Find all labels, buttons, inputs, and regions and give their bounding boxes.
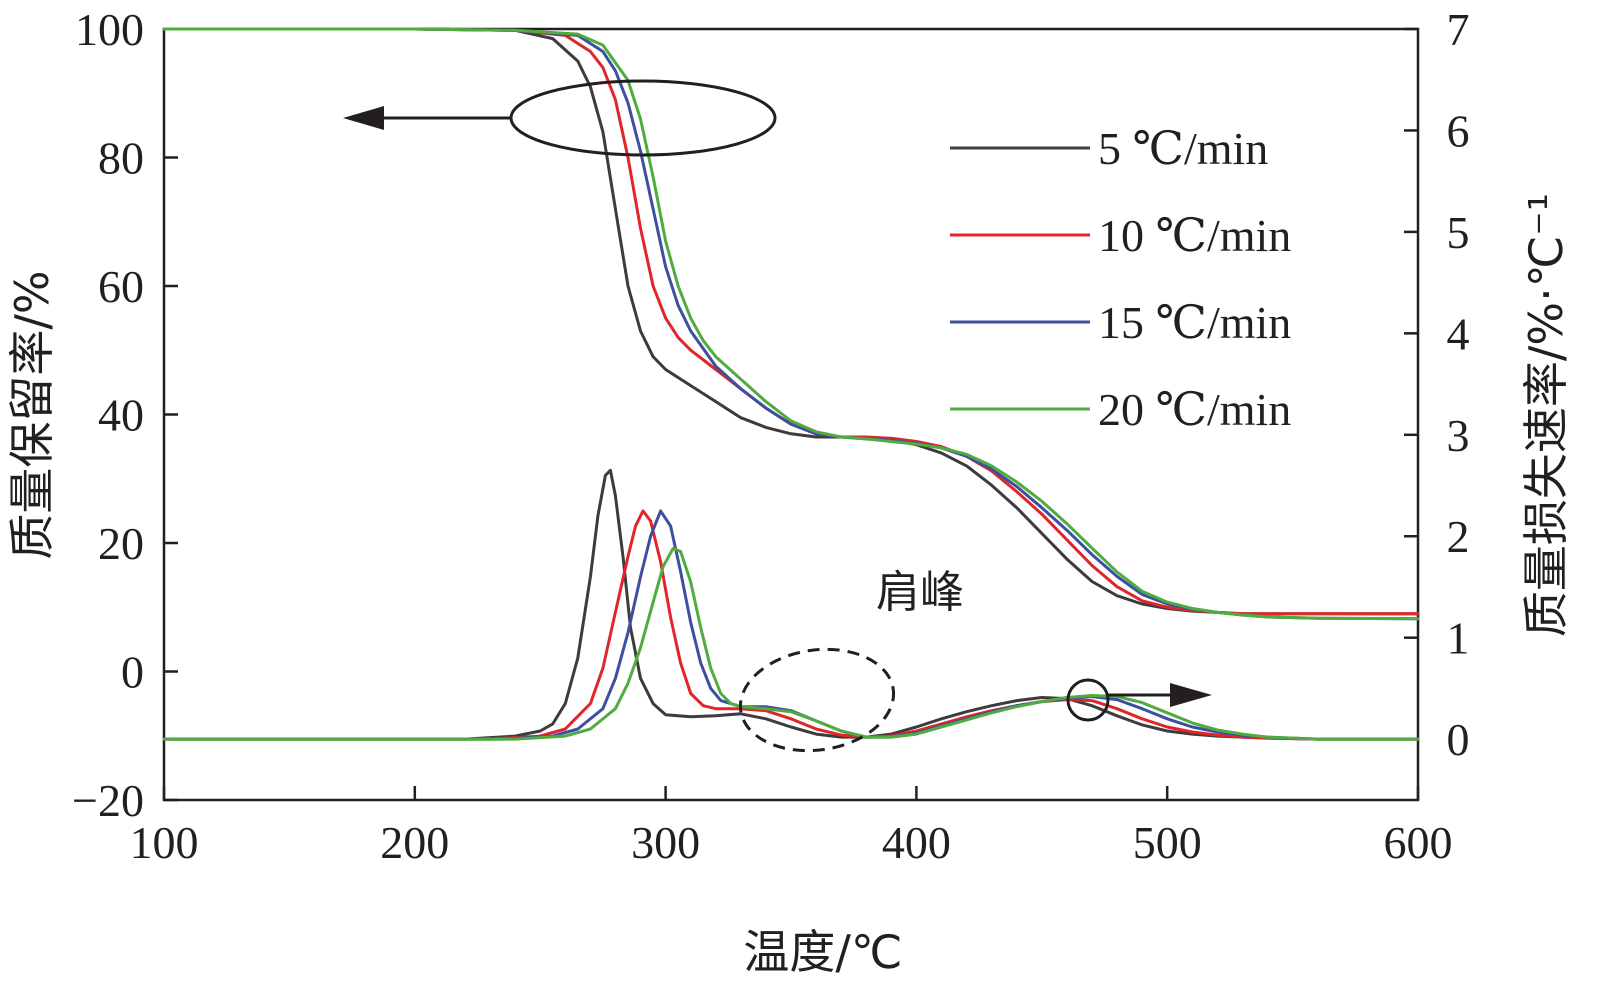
tg-arrow-head: [343, 106, 384, 130]
y-right-tick-label-0: 0: [1447, 714, 1470, 765]
y-left-tick-label--20: −20: [72, 775, 144, 826]
axis-ticks: 100 200 300 400 500 600 −20 0 20 40 60 80 100 0 1 2 3 4 5 6…: [72, 4, 1469, 868]
dtg-callout-circle: [1066, 678, 1110, 722]
y-left-tick-label-80: 80: [98, 133, 144, 184]
legend-label-5: 5 ℃/min: [1098, 123, 1268, 174]
y-left-tick-label-0: 0: [121, 647, 144, 698]
y-left-axis-title: 质量保留率/%: [5, 270, 59, 559]
y-left-tick-label-40: 40: [98, 390, 144, 441]
tg-callout-ellipse: [509, 79, 777, 157]
x-tick-label-600: 600: [1384, 817, 1453, 868]
x-tick-label-500: 500: [1133, 817, 1202, 868]
x-axis-title: 温度/℃: [743, 925, 902, 979]
y-right-tick-label-5: 5: [1447, 207, 1470, 258]
y-right-tick-label-6: 6: [1447, 105, 1470, 156]
dtg-line-5: [162, 468, 1420, 741]
y-left-tick-label-100: 100: [75, 4, 144, 55]
series-group: [162, 27, 1420, 741]
x-tick-label-200: 200: [380, 817, 449, 868]
y-right-tick-label-4: 4: [1447, 308, 1470, 359]
dtg-line-15: [162, 509, 1420, 741]
y-right-tick-label-7: 7: [1447, 4, 1470, 55]
dtg-arrow-head: [1170, 683, 1212, 707]
dtg-line-10: [162, 509, 1420, 741]
shoulder-dashed-ellipse: [738, 647, 896, 753]
y-right-tick-label-3: 3: [1447, 410, 1470, 461]
annotations: [343, 79, 1212, 753]
y-right-tick-label-1: 1: [1447, 613, 1470, 664]
y-left-tick-label-20: 20: [98, 518, 144, 569]
dtg-line-20: [162, 546, 1420, 741]
legend-label-10: 10 ℃/min: [1098, 210, 1291, 261]
x-tick-label-400: 400: [882, 817, 951, 868]
legend-label-15: 15 ℃/min: [1098, 297, 1291, 348]
shoulder-peak-label: 肩峰: [876, 567, 964, 618]
y-left-tick-label-60: 60: [98, 261, 144, 312]
legend: 5 ℃/min 10 ℃/min 15 ℃/min 20 ℃/min: [950, 123, 1291, 435]
y-right-tick-label-2: 2: [1447, 511, 1470, 562]
x-tick-label-300: 300: [631, 817, 700, 868]
x-tick-label-100: 100: [130, 817, 199, 868]
legend-label-20: 20 ℃/min: [1098, 384, 1291, 435]
tg-line-20: [162, 27, 1420, 621]
y-right-axis-title: 质量损失速率/%·℃⁻¹: [1519, 193, 1573, 637]
